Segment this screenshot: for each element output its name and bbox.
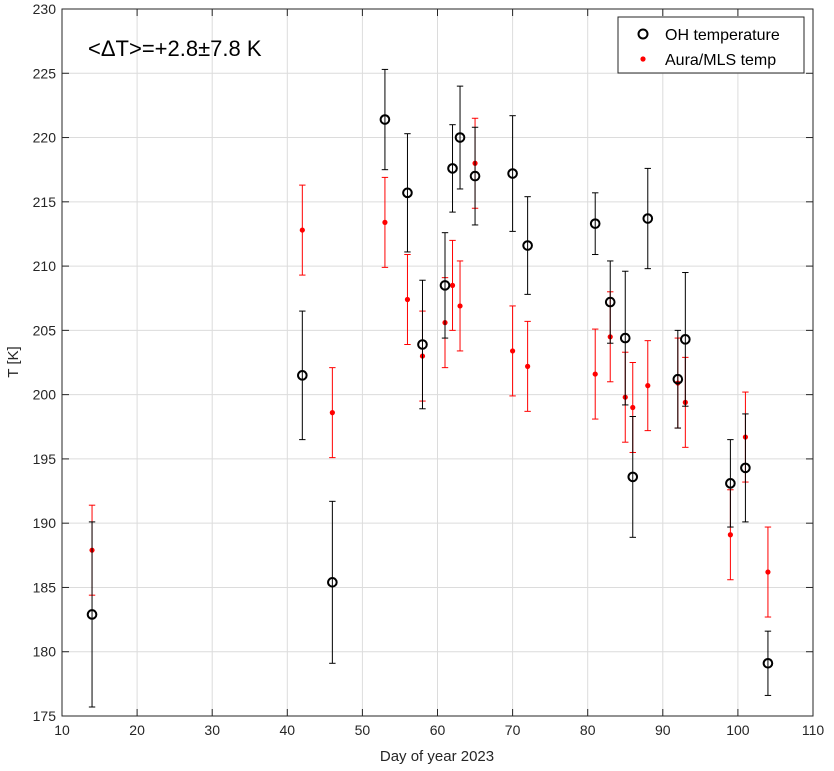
y-tick-label: 230	[33, 1, 57, 17]
y-axis-label: T [K]	[5, 346, 22, 377]
y-tick-label: 200	[33, 387, 57, 403]
mls-data-point	[645, 383, 651, 389]
oh-data-point	[402, 187, 413, 199]
oh-data-point	[86, 609, 98, 620]
oh-data-point	[327, 577, 338, 588]
oh-data-point	[589, 218, 601, 229]
series-oh-temperature	[86, 68, 774, 708]
y-tick-label: 190	[33, 515, 57, 531]
y-tick-label: 185	[33, 579, 57, 595]
mls-data-point	[382, 219, 388, 225]
oh-data-point	[672, 373, 684, 385]
mls-data-point	[449, 282, 456, 288]
oh-data-point	[619, 332, 631, 344]
y-tick-label: 220	[33, 130, 57, 146]
oh-data-point	[762, 657, 774, 669]
x-tick-label: 70	[505, 722, 521, 738]
oh-data-point	[522, 240, 533, 251]
x-tick-label: 110	[802, 722, 825, 738]
oh-data-point	[439, 280, 451, 291]
axis-ticks: 10 20 30 40 50 60 70 80 90 100 110 175 180 185 190 195 2…	[33, 1, 825, 738]
x-tick-label: 30	[204, 722, 220, 738]
legend-oh-marker	[637, 28, 649, 40]
x-tick-label: 40	[280, 722, 296, 738]
y-tick-label: 195	[33, 451, 57, 467]
mls-data-point	[509, 348, 516, 354]
x-tick-label: 60	[430, 722, 446, 738]
y-tick-label: 225	[33, 65, 57, 81]
oh-data-point	[725, 478, 736, 489]
mls-data-point	[592, 371, 598, 377]
mls-data-point	[525, 363, 531, 369]
mls-data-point	[299, 227, 305, 233]
oh-data-point	[454, 132, 466, 143]
oh-data-point	[447, 163, 458, 174]
legend-oh-label: OH temperature	[665, 27, 780, 44]
oh-data-point	[379, 114, 391, 125]
delta-t-annotation: <ΔT>=+2.8±7.8 K	[88, 36, 262, 61]
y-tick-label: 180	[33, 644, 57, 660]
mls-data-point	[727, 532, 733, 538]
x-tick-label: 80	[580, 722, 596, 738]
mls-data-point	[457, 303, 463, 309]
x-tick-label: 90	[655, 722, 671, 738]
legend-box	[617, 16, 805, 74]
oh-data-point	[740, 462, 751, 474]
oh-data-point	[507, 168, 518, 179]
oh-data-point	[627, 471, 639, 483]
y-tick-label: 210	[33, 258, 57, 274]
legend-mls-marker	[640, 56, 646, 62]
legend-mls-label: Aura/MLS temp	[665, 52, 776, 69]
y-tick-label: 205	[33, 322, 57, 338]
oh-data-point	[680, 334, 691, 345]
oh-data-point	[297, 370, 308, 381]
oh-data-point	[642, 213, 654, 224]
legend: OH temperature Aura/MLS temp	[617, 16, 805, 74]
oh-data-point	[604, 296, 616, 308]
y-tick-label: 175	[33, 708, 57, 724]
y-tick-label: 215	[33, 194, 57, 210]
mls-data-point	[630, 404, 636, 411]
x-tick-label: 10	[54, 722, 70, 738]
mls-data-point	[329, 410, 335, 416]
oh-data-point	[469, 170, 481, 182]
x-tick-label: 20	[129, 722, 145, 738]
x-tick-label: 50	[355, 722, 371, 738]
oh-data-point	[417, 339, 428, 350]
mls-data-point	[404, 296, 411, 303]
data-series	[86, 68, 774, 708]
x-tick-label: 100	[726, 722, 750, 738]
mls-data-point	[765, 569, 771, 575]
x-axis-label: Day of year 2023	[380, 748, 494, 765]
